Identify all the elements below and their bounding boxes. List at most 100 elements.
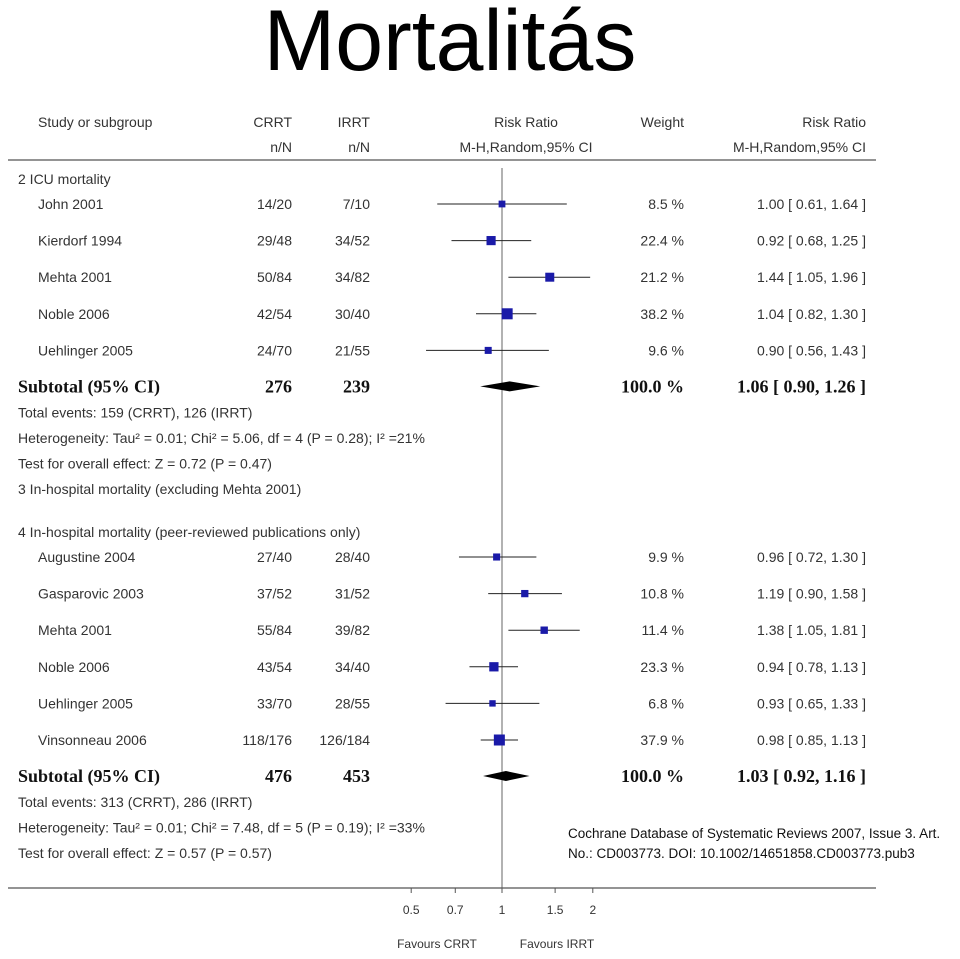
group-note: Test for overall effect: Z = 0.72 (P = 0… xyxy=(18,455,272,471)
point-estimate xyxy=(493,734,505,746)
study-crrt: 29/48 xyxy=(257,233,292,249)
study-rr: 0.93 [ 0.65, 1.33 ] xyxy=(757,695,866,711)
study-rr: 0.92 [ 0.68, 1.25 ] xyxy=(757,233,866,249)
study-crrt: 50/84 xyxy=(257,269,292,285)
header-irrt: IRRT xyxy=(338,114,371,130)
study-name: Augustine 2004 xyxy=(38,549,136,565)
subtotal-weight: 100.0 % xyxy=(621,766,684,786)
axis-tick-label: 1.5 xyxy=(547,903,564,917)
study-irrt: 34/40 xyxy=(335,659,370,675)
study-irrt: 28/55 xyxy=(335,695,370,711)
study-irrt: 31/52 xyxy=(335,586,370,602)
study-irrt: 126/184 xyxy=(319,732,370,748)
study-weight: 37.9 % xyxy=(640,732,684,748)
header-risk-ratio-plot-sub: M-H,Random,95% CI xyxy=(459,139,592,155)
axis-left-label: Favours CRRT xyxy=(397,937,477,951)
study-name: John 2001 xyxy=(38,196,104,212)
study-name: Noble 2006 xyxy=(38,659,110,675)
point-estimate xyxy=(545,272,555,282)
group-note: Total events: 159 (CRRT), 126 (IRRT) xyxy=(18,404,252,420)
study-irrt: 28/40 xyxy=(335,549,370,565)
subtotal-weight: 100.0 % xyxy=(621,376,684,396)
header-irrt-sub: n/N xyxy=(348,139,370,155)
study-name: Uehlinger 2005 xyxy=(38,342,133,358)
study-weight: 6.8 % xyxy=(648,695,684,711)
header-crrt-sub: n/N xyxy=(270,139,292,155)
study-weight: 9.9 % xyxy=(648,549,684,565)
subtotal-crrt: 276 xyxy=(265,376,292,396)
point-estimate xyxy=(489,700,496,707)
citation-line: Cochrane Database of Systematic Reviews … xyxy=(568,826,940,841)
group-note: Heterogeneity: Tau² = 0.01; Chi² = 7.48,… xyxy=(18,820,425,836)
point-estimate xyxy=(486,236,496,246)
subtotal-rr: 1.03 [ 0.92, 1.16 ] xyxy=(737,766,866,786)
study-crrt: 33/70 xyxy=(257,695,292,711)
point-estimate xyxy=(498,200,506,208)
study-crrt: 55/84 xyxy=(257,622,292,638)
axis-tick-label: 0.7 xyxy=(447,903,464,917)
study-weight: 38.2 % xyxy=(640,306,684,322)
study-rr: 0.94 [ 0.78, 1.13 ] xyxy=(757,659,866,675)
study-crrt: 27/40 xyxy=(257,549,292,565)
study-rr: 1.44 [ 1.05, 1.96 ] xyxy=(757,269,866,285)
group-note: Total events: 313 (CRRT), 286 (IRRT) xyxy=(18,794,252,810)
study-crrt: 37/52 xyxy=(257,586,292,602)
subtotal-diamond xyxy=(483,771,530,781)
header-weight: Weight xyxy=(641,114,684,130)
group-label: 4 In-hospital mortality (peer-reviewed p… xyxy=(18,524,360,540)
slide-title: Mortalitás xyxy=(263,0,637,89)
point-estimate xyxy=(501,308,513,320)
header-risk-ratio-sub: M-H,Random,95% CI xyxy=(733,139,866,155)
axis-right-label: Favours IRRT xyxy=(520,937,595,951)
study-rr: 1.00 [ 0.61, 1.64 ] xyxy=(757,196,866,212)
study-crrt: 24/70 xyxy=(257,342,292,358)
group-label: 3 In-hospital mortality (excluding Mehta… xyxy=(18,481,301,497)
header-crrt: CRRT xyxy=(253,114,292,130)
study-weight: 21.2 % xyxy=(640,269,684,285)
study-name: Uehlinger 2005 xyxy=(38,695,133,711)
point-estimate xyxy=(521,589,529,598)
study-weight: 10.8 % xyxy=(640,586,684,602)
header-risk-ratio-plot: Risk Ratio xyxy=(494,114,558,130)
study-rr: 1.19 [ 0.90, 1.58 ] xyxy=(757,586,866,602)
study-crrt: 43/54 xyxy=(257,659,292,675)
study-crrt: 14/20 xyxy=(257,196,292,212)
study-rr: 1.04 [ 0.82, 1.30 ] xyxy=(757,306,866,322)
study-crrt: 118/176 xyxy=(242,732,292,748)
study-rr: 0.98 [ 0.85, 1.13 ] xyxy=(757,732,866,748)
study-irrt: 34/82 xyxy=(335,269,370,285)
citation-line: No.: CD003773. DOI: 10.1002/14651858.CD0… xyxy=(568,846,915,861)
header-risk-ratio: Risk Ratio xyxy=(802,114,866,130)
header-study: Study or subgroup xyxy=(38,114,153,130)
point-estimate xyxy=(484,346,492,354)
study-name: Mehta 2001 xyxy=(38,269,112,285)
study-name: Gasparovic 2003 xyxy=(38,586,144,602)
study-weight: 11.4 % xyxy=(641,622,684,638)
study-name: Vinsonneau 2006 xyxy=(38,732,147,748)
study-rr: 0.96 [ 0.72, 1.30 ] xyxy=(757,549,866,565)
point-estimate xyxy=(489,662,499,672)
study-crrt: 42/54 xyxy=(257,306,292,322)
subtotal-diamond xyxy=(480,381,541,392)
subtotal-irrt: 453 xyxy=(343,766,370,786)
study-irrt: 7/10 xyxy=(343,196,370,212)
group-label: 2 ICU mortality xyxy=(18,171,111,187)
study-irrt: 21/55 xyxy=(335,342,370,358)
study-weight: 9.6 % xyxy=(648,342,684,358)
study-irrt: 39/82 xyxy=(335,622,370,638)
axis-tick-label: 0.5 xyxy=(403,903,420,917)
point-estimate xyxy=(540,626,548,634)
study-name: Mehta 2001 xyxy=(38,622,112,638)
study-weight: 8.5 % xyxy=(648,196,684,212)
subtotal-label: Subtotal (95% CI) xyxy=(18,376,160,397)
study-rr: 1.38 [ 1.05, 1.81 ] xyxy=(757,622,866,638)
group-note: Test for overall effect: Z = 0.57 (P = 0… xyxy=(18,845,272,861)
subtotal-label: Subtotal (95% CI) xyxy=(18,766,160,787)
axis-tick-label: 1 xyxy=(499,903,506,917)
point-estimate xyxy=(493,553,501,561)
study-weight: 23.3 % xyxy=(640,659,684,675)
study-weight: 22.4 % xyxy=(640,233,684,249)
subtotal-rr: 1.06 [ 0.90, 1.26 ] xyxy=(737,376,866,396)
study-name: Noble 2006 xyxy=(38,306,110,322)
